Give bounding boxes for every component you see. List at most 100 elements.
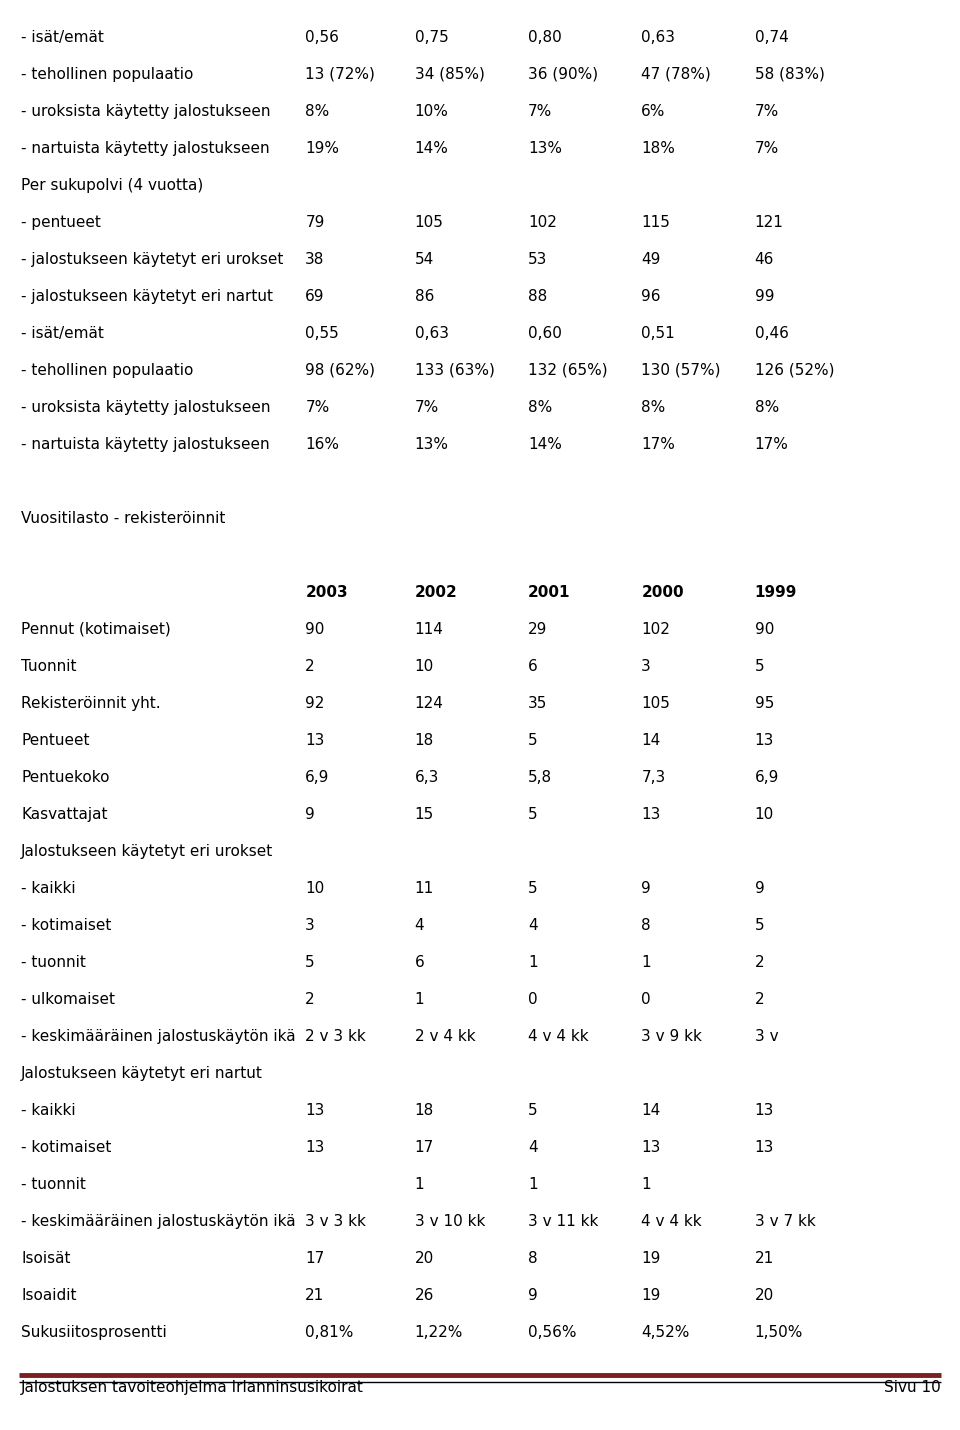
- Text: 13 (72%): 13 (72%): [305, 67, 375, 82]
- Text: 114: 114: [415, 622, 444, 636]
- Text: Pentueet: Pentueet: [21, 732, 89, 748]
- Text: 3 v 10 kk: 3 v 10 kk: [415, 1214, 485, 1228]
- Text: 0,46: 0,46: [755, 326, 788, 340]
- Text: 2: 2: [755, 992, 764, 1007]
- Text: 14: 14: [641, 732, 660, 748]
- Text: 4: 4: [415, 918, 424, 932]
- Text: 7%: 7%: [755, 140, 779, 156]
- Text: 0,56: 0,56: [305, 30, 339, 44]
- Text: 13: 13: [641, 807, 660, 822]
- Text: 5: 5: [305, 955, 315, 970]
- Text: 10: 10: [305, 881, 324, 895]
- Text: - jalostukseen käytetyt eri urokset: - jalostukseen käytetyt eri urokset: [21, 252, 283, 267]
- Text: 13%: 13%: [415, 436, 448, 452]
- Text: 98 (62%): 98 (62%): [305, 363, 375, 378]
- Text: - nartuista käytetty jalostukseen: - nartuista käytetty jalostukseen: [21, 140, 270, 156]
- Text: 47 (78%): 47 (78%): [641, 67, 711, 82]
- Text: 17%: 17%: [641, 436, 675, 452]
- Text: 5: 5: [528, 1103, 538, 1118]
- Text: 121: 121: [755, 214, 783, 230]
- Text: 90: 90: [305, 622, 324, 636]
- Text: 2001: 2001: [528, 585, 570, 599]
- Text: 20: 20: [415, 1251, 434, 1266]
- Text: 2 v 4 kk: 2 v 4 kk: [415, 1028, 475, 1044]
- Text: 16%: 16%: [305, 436, 339, 452]
- Text: 3 v: 3 v: [755, 1028, 779, 1044]
- Text: 9: 9: [305, 807, 315, 822]
- Text: 5: 5: [755, 659, 764, 674]
- Text: 0,75: 0,75: [415, 30, 448, 44]
- Text: 5,8: 5,8: [528, 769, 552, 785]
- Text: 0: 0: [641, 992, 651, 1007]
- Text: 4,52%: 4,52%: [641, 1324, 689, 1340]
- Text: 1: 1: [415, 992, 424, 1007]
- Text: 9: 9: [641, 881, 651, 895]
- Text: 6: 6: [415, 955, 424, 970]
- Text: Jalostukseen käytetyt eri urokset: Jalostukseen käytetyt eri urokset: [21, 844, 274, 859]
- Text: 115: 115: [641, 214, 670, 230]
- Text: 5: 5: [755, 918, 764, 932]
- Text: 1,22%: 1,22%: [415, 1324, 463, 1340]
- Text: 0,56%: 0,56%: [528, 1324, 577, 1340]
- Text: 7%: 7%: [528, 104, 552, 119]
- Text: 7%: 7%: [415, 400, 439, 415]
- Text: 132 (65%): 132 (65%): [528, 363, 608, 378]
- Text: 13: 13: [641, 1140, 660, 1155]
- Text: 3: 3: [305, 918, 315, 932]
- Text: 0,60: 0,60: [528, 326, 562, 340]
- Text: 6%: 6%: [641, 104, 665, 119]
- Text: - tuonnit: - tuonnit: [21, 1177, 86, 1191]
- Text: 3 v 11 kk: 3 v 11 kk: [528, 1214, 598, 1228]
- Text: 1: 1: [528, 1177, 538, 1191]
- Text: 2000: 2000: [641, 585, 684, 599]
- Text: - isät/emät: - isät/emät: [21, 30, 104, 44]
- Text: 1: 1: [528, 955, 538, 970]
- Text: 1: 1: [641, 955, 651, 970]
- Text: 20: 20: [755, 1288, 774, 1303]
- Text: - kaikki: - kaikki: [21, 881, 76, 895]
- Text: 2003: 2003: [305, 585, 348, 599]
- Text: 99: 99: [755, 289, 774, 303]
- Text: - uroksista käytetty jalostukseen: - uroksista käytetty jalostukseen: [21, 104, 271, 119]
- Text: - kotimaiset: - kotimaiset: [21, 1140, 111, 1155]
- Text: 18%: 18%: [641, 140, 675, 156]
- Text: 8%: 8%: [755, 400, 779, 415]
- Text: 6,9: 6,9: [305, 769, 329, 785]
- Text: 0: 0: [528, 992, 538, 1007]
- Text: 7,3: 7,3: [641, 769, 665, 785]
- Text: 19: 19: [641, 1288, 660, 1303]
- Text: 88: 88: [528, 289, 547, 303]
- Text: Jalostuksen tavoiteohjelma Irlanninsusikoirat: Jalostuksen tavoiteohjelma Irlanninsusik…: [21, 1380, 364, 1396]
- Text: Kasvattajat: Kasvattajat: [21, 807, 108, 822]
- Text: Jalostukseen käytetyt eri nartut: Jalostukseen käytetyt eri nartut: [21, 1065, 263, 1081]
- Text: - keskimääräinen jalostuskäytön ikä: - keskimääräinen jalostuskäytön ikä: [21, 1214, 296, 1228]
- Text: 90: 90: [755, 622, 774, 636]
- Text: Tuonnit: Tuonnit: [21, 659, 77, 674]
- Text: 86: 86: [415, 289, 434, 303]
- Text: - kaikki: - kaikki: [21, 1103, 76, 1118]
- Text: 13: 13: [305, 1103, 324, 1118]
- Text: 4 v 4 kk: 4 v 4 kk: [641, 1214, 702, 1228]
- Text: Pentuekoko: Pentuekoko: [21, 769, 109, 785]
- Text: 8%: 8%: [528, 400, 552, 415]
- Text: 13: 13: [305, 1140, 324, 1155]
- Text: 8: 8: [528, 1251, 538, 1266]
- Text: 96: 96: [641, 289, 660, 303]
- Text: 6,3: 6,3: [415, 769, 439, 785]
- Text: 2: 2: [755, 955, 764, 970]
- Text: 19%: 19%: [305, 140, 339, 156]
- Text: 126 (52%): 126 (52%): [755, 363, 834, 378]
- Text: 6: 6: [528, 659, 538, 674]
- Text: Vuositilasto - rekisteröinnit: Vuositilasto - rekisteröinnit: [21, 511, 226, 526]
- Text: 9: 9: [755, 881, 764, 895]
- Text: 11: 11: [415, 881, 434, 895]
- Text: 21: 21: [755, 1251, 774, 1266]
- Text: 1999: 1999: [755, 585, 797, 599]
- Text: 10: 10: [415, 659, 434, 674]
- Text: 5: 5: [528, 807, 538, 822]
- Text: 5: 5: [528, 881, 538, 895]
- Text: 130 (57%): 130 (57%): [641, 363, 721, 378]
- Text: Isoaidit: Isoaidit: [21, 1288, 77, 1303]
- Text: 3: 3: [641, 659, 651, 674]
- Text: - keskimääräinen jalostuskäytön ikä: - keskimääräinen jalostuskäytön ikä: [21, 1028, 296, 1044]
